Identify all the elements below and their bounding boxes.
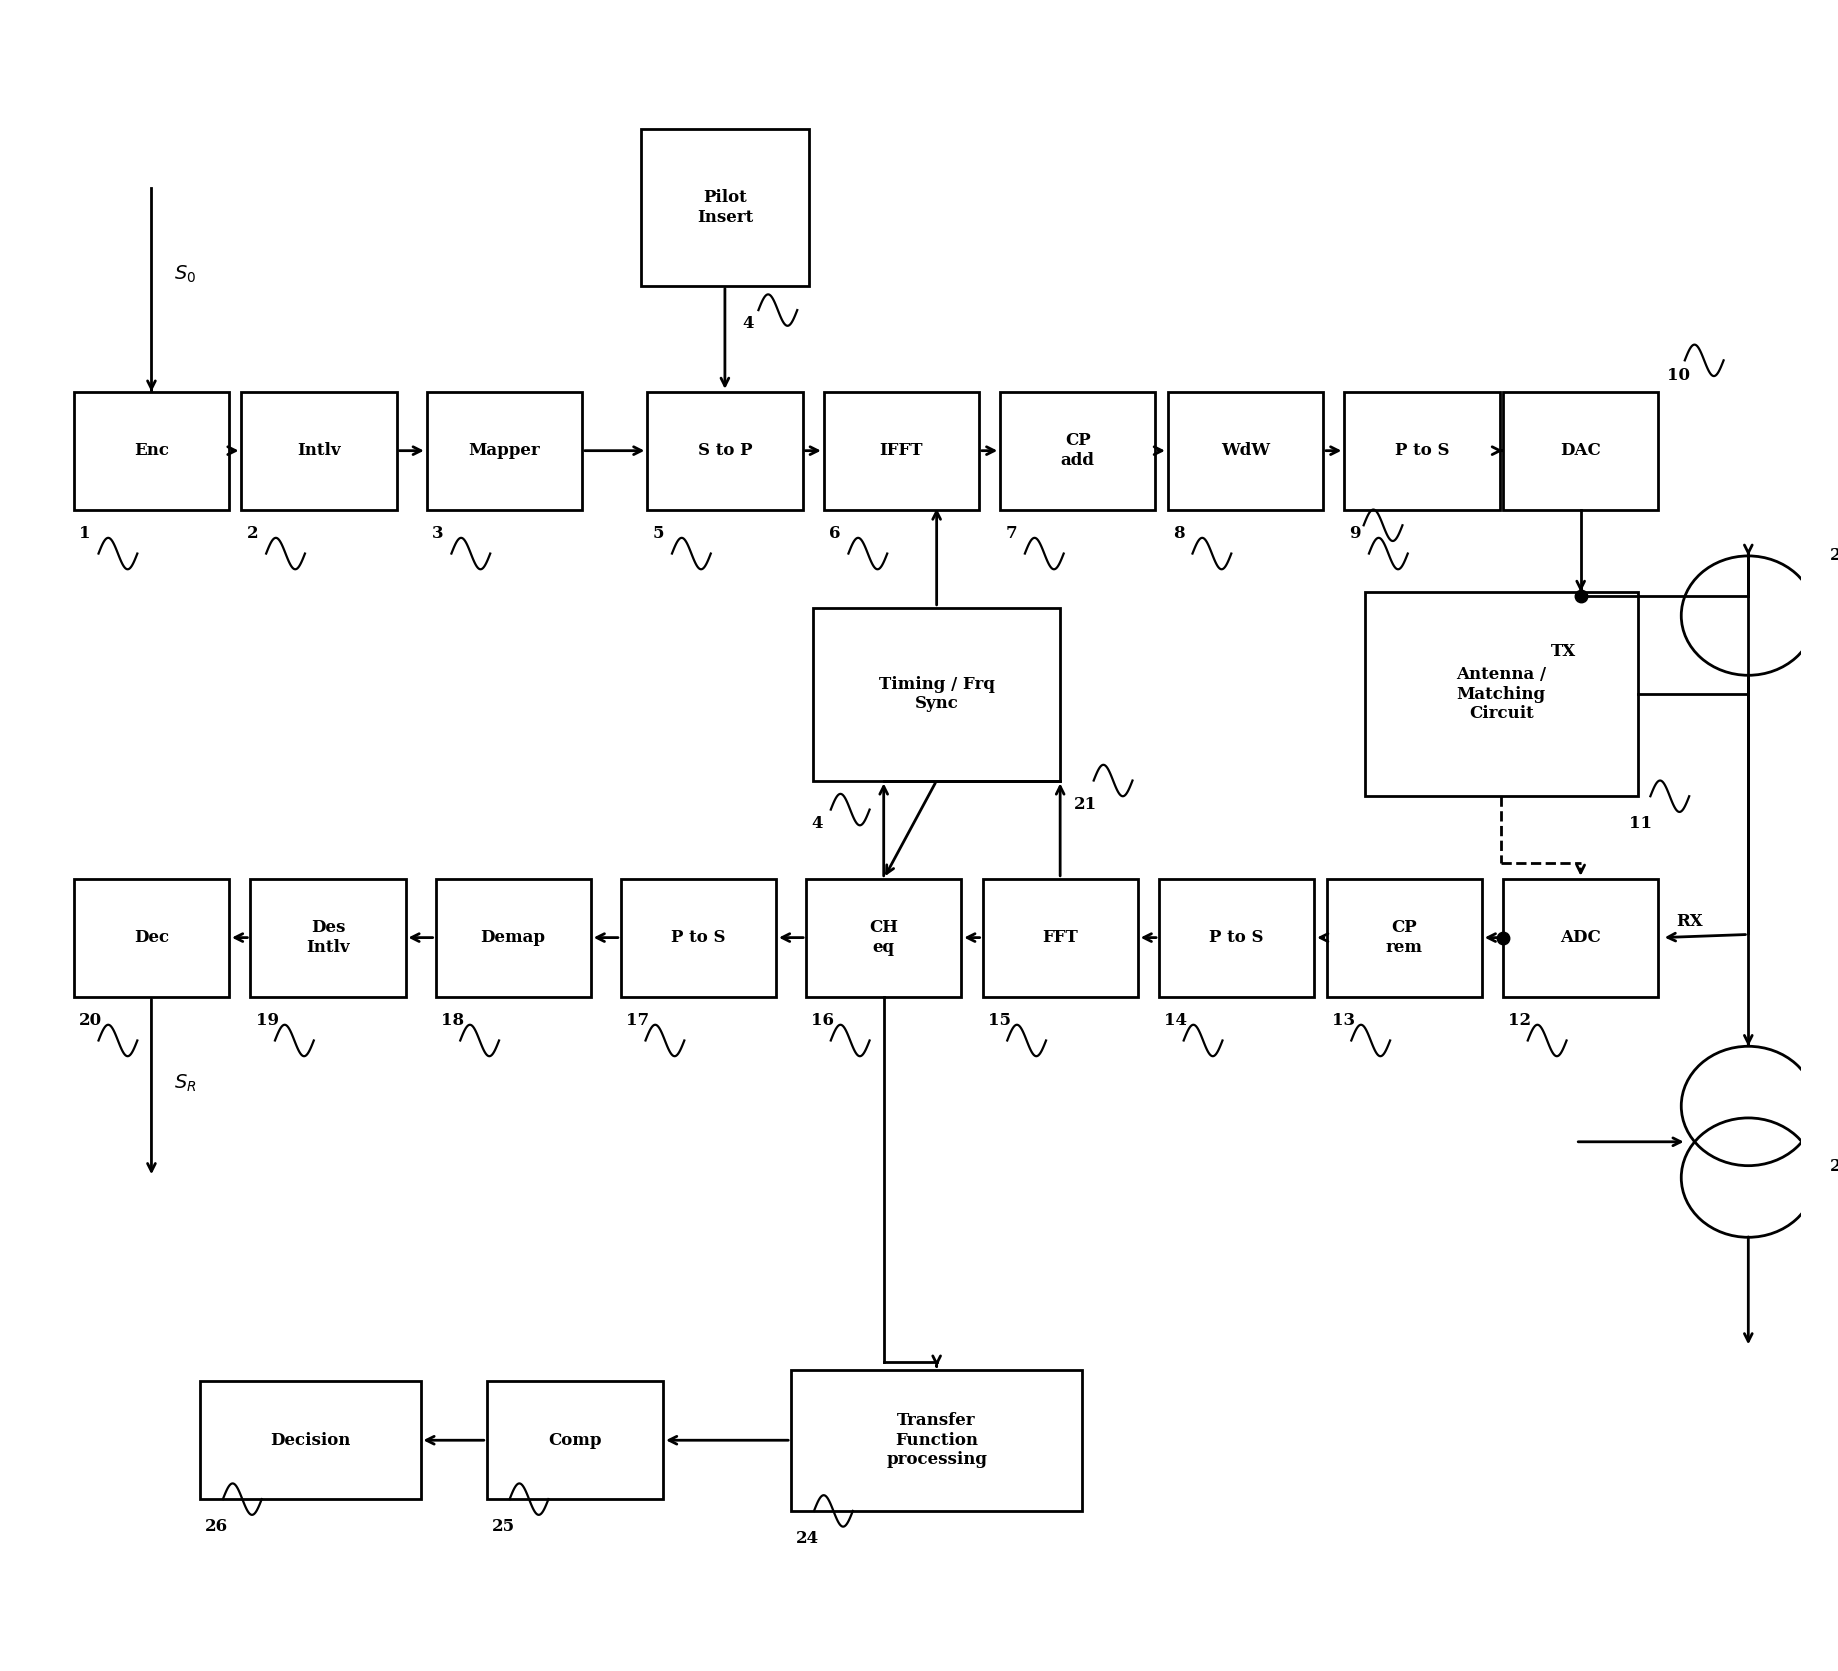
Bar xyxy=(790,1370,1083,1511)
Bar xyxy=(647,391,803,510)
Text: 20: 20 xyxy=(79,1013,103,1029)
Bar xyxy=(983,879,1138,996)
Text: $S_R$: $S_R$ xyxy=(175,1073,197,1093)
Text: CH
eq: CH eq xyxy=(869,919,899,956)
Text: 1: 1 xyxy=(79,525,90,543)
Text: WdW: WdW xyxy=(1220,443,1270,460)
Text: Antenna /
Matching
Circuit: Antenna / Matching Circuit xyxy=(1456,667,1546,722)
Text: 6: 6 xyxy=(829,525,840,543)
Text: 5: 5 xyxy=(652,525,664,543)
Bar xyxy=(823,391,980,510)
Text: P to S: P to S xyxy=(671,929,726,946)
Text: RX: RX xyxy=(1676,914,1702,931)
Text: 15: 15 xyxy=(987,1013,1011,1029)
Text: Enc: Enc xyxy=(134,443,169,460)
Text: Transfer
Function
processing: Transfer Function processing xyxy=(886,1412,987,1469)
Text: P to S: P to S xyxy=(1209,929,1265,946)
Text: 17: 17 xyxy=(627,1013,649,1029)
Text: TX: TX xyxy=(1551,643,1575,660)
Text: 23: 23 xyxy=(1829,1158,1838,1175)
Text: Des
Intlv: Des Intlv xyxy=(307,919,349,956)
Text: 24: 24 xyxy=(796,1529,820,1547)
Text: P to S: P to S xyxy=(1395,443,1448,460)
Text: CP
rem: CP rem xyxy=(1386,919,1423,956)
Bar xyxy=(200,1382,421,1499)
Bar xyxy=(487,1382,664,1499)
Text: 13: 13 xyxy=(1333,1013,1355,1029)
Text: Pilot
Insert: Pilot Insert xyxy=(697,189,754,226)
Text: ADC: ADC xyxy=(1560,929,1601,946)
Text: Timing / Frq
Sync: Timing / Frq Sync xyxy=(879,675,994,712)
Text: 19: 19 xyxy=(255,1013,279,1029)
Bar xyxy=(621,879,776,996)
Bar xyxy=(436,879,590,996)
Bar xyxy=(1364,592,1638,797)
Bar xyxy=(250,879,406,996)
Text: 11: 11 xyxy=(1628,815,1652,832)
Text: Intlv: Intlv xyxy=(298,443,340,460)
Text: Dec: Dec xyxy=(134,929,169,946)
Bar xyxy=(1503,391,1658,510)
Bar xyxy=(812,608,1061,780)
Text: IFFT: IFFT xyxy=(880,443,923,460)
Bar xyxy=(241,391,397,510)
Text: 8: 8 xyxy=(1173,525,1186,543)
Bar xyxy=(807,879,961,996)
Text: Mapper: Mapper xyxy=(469,443,540,460)
Text: 16: 16 xyxy=(811,1013,834,1029)
Text: Decision: Decision xyxy=(270,1432,351,1449)
Text: S to P: S to P xyxy=(698,443,752,460)
Text: 2: 2 xyxy=(246,525,259,543)
Text: 7: 7 xyxy=(1005,525,1016,543)
Text: FFT: FFT xyxy=(1042,929,1079,946)
Text: 14: 14 xyxy=(1163,1013,1187,1029)
Text: CP
add: CP add xyxy=(1061,433,1095,470)
Text: 18: 18 xyxy=(441,1013,463,1029)
Text: 4: 4 xyxy=(811,814,823,832)
Bar xyxy=(1000,391,1156,510)
Text: 3: 3 xyxy=(432,525,443,543)
Bar xyxy=(1327,879,1481,996)
Bar xyxy=(1344,391,1500,510)
Text: 12: 12 xyxy=(1509,1013,1531,1029)
Bar xyxy=(1503,879,1658,996)
Text: 25: 25 xyxy=(493,1517,515,1536)
Text: 22: 22 xyxy=(1829,546,1838,563)
Text: 9: 9 xyxy=(1349,525,1360,543)
Bar xyxy=(1160,879,1314,996)
Text: $S_0$: $S_0$ xyxy=(175,264,197,284)
Text: 21: 21 xyxy=(1073,797,1097,814)
Text: 10: 10 xyxy=(1667,368,1691,384)
Bar xyxy=(74,391,230,510)
Bar xyxy=(426,391,583,510)
Text: DAC: DAC xyxy=(1560,443,1601,460)
Text: 26: 26 xyxy=(206,1517,228,1536)
Bar xyxy=(1167,391,1323,510)
Text: 4: 4 xyxy=(743,316,754,333)
Text: Demap: Demap xyxy=(482,929,546,946)
Text: Comp: Comp xyxy=(548,1432,601,1449)
Bar xyxy=(74,879,230,996)
Bar xyxy=(641,129,809,286)
